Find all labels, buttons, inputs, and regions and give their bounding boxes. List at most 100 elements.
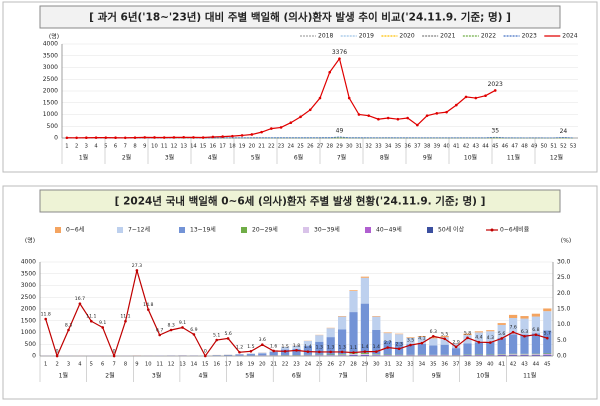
x-tick-label: 35	[395, 144, 402, 150]
chart-title: [ 과거 6년('18~'23년) 대비 주별 백일해 (의사)환자 발생 추이…	[89, 11, 511, 24]
y-axis-label: (명)	[49, 33, 59, 41]
bar-segment	[338, 355, 346, 356]
bar-segment	[349, 355, 357, 356]
bar-segment	[520, 355, 528, 356]
y-tick-label: 2000	[21, 306, 36, 313]
data-label: 1.6	[270, 343, 277, 349]
point	[348, 97, 351, 100]
point	[484, 94, 487, 97]
data-label: 3.5	[407, 338, 414, 344]
y-tick-label: 3000	[21, 282, 36, 289]
month-label: 2월	[122, 154, 131, 162]
x-tick-label: 22	[268, 144, 275, 150]
point	[270, 127, 273, 130]
x-tick-label: 36	[441, 362, 448, 368]
bar-segment	[258, 353, 266, 354]
bar-segment	[224, 355, 232, 356]
bar-segment	[372, 317, 380, 330]
data-label: 1.8	[293, 343, 300, 349]
x-tick-label: 6	[114, 144, 117, 150]
x-tick-label: 26	[307, 144, 314, 150]
data-label: 1.3	[338, 344, 345, 350]
data-label: 1.5	[247, 344, 254, 350]
legend-swatch	[303, 227, 309, 233]
legend-label: 2020	[399, 33, 414, 40]
x-tick-label: 17	[225, 362, 232, 368]
month-label: 11월	[523, 372, 536, 380]
x-tick-label: 43	[472, 144, 479, 150]
data-label: 35	[491, 128, 499, 135]
data-label: 1.5	[281, 344, 288, 350]
bar-segment	[543, 355, 551, 356]
bar-segment	[372, 355, 380, 356]
data-label: 16.7	[75, 296, 85, 302]
bar-segment	[361, 277, 369, 278]
x-tick-label: 11	[161, 144, 168, 150]
x-tick-label: 30	[373, 362, 380, 368]
x-tick-label: 38	[424, 144, 431, 150]
data-label: 5.1	[213, 333, 220, 339]
y2-tick-label: 30.0	[557, 259, 571, 266]
y-tick-label: 500	[47, 123, 59, 130]
legend-label: 20~29세	[252, 226, 278, 234]
x-tick-label: 33	[375, 144, 382, 150]
y-tick-label: 4000	[21, 259, 36, 266]
bar-segment	[543, 311, 551, 330]
bar-segment	[543, 354, 551, 355]
point	[238, 351, 241, 354]
bar-segment	[327, 328, 335, 337]
bar-segment	[532, 355, 540, 356]
point	[319, 97, 322, 100]
bar-segment	[270, 352, 278, 355]
bar-segment	[338, 329, 346, 354]
y-tick-label: 3500	[43, 52, 58, 59]
data-label: 6.3	[521, 329, 528, 335]
x-tick-label: 32	[365, 144, 372, 150]
y-tick-label: 2500	[43, 76, 58, 83]
bar-segment	[509, 315, 517, 318]
y-tick-label: 3500	[21, 270, 36, 277]
month-label: 10월	[464, 154, 477, 162]
legend-swatch	[117, 227, 123, 233]
bar-segment	[509, 334, 517, 353]
point	[445, 111, 448, 114]
point	[204, 355, 207, 358]
point	[523, 335, 526, 338]
data-label: 1.4	[373, 344, 380, 350]
bar-segment	[349, 290, 357, 291]
y-tick-label: 1000	[21, 329, 36, 336]
bar-segment	[429, 338, 437, 345]
point	[251, 133, 254, 136]
point	[75, 137, 78, 140]
x-tick-label: 19	[248, 362, 255, 368]
y-tick-label: 1000	[43, 111, 58, 118]
point	[260, 131, 263, 134]
data-label: 4.3	[487, 335, 494, 341]
x-tick-label: 17	[219, 144, 226, 150]
bar-segment	[395, 334, 403, 335]
x-tick-label: 45	[544, 362, 551, 368]
point	[466, 337, 469, 340]
point	[182, 136, 185, 139]
x-tick-label: 26	[327, 362, 334, 368]
bar-segment	[384, 333, 392, 341]
x-tick-label: 2	[75, 144, 78, 150]
data-label: 2.3	[395, 341, 402, 347]
point	[85, 136, 88, 139]
point	[474, 97, 477, 100]
x-tick-label: 52	[560, 144, 567, 150]
point	[250, 350, 253, 353]
point	[261, 343, 264, 346]
y-tick-label: 2500	[21, 294, 36, 301]
data-label: 5.8	[464, 330, 471, 336]
data-label: 6.3	[430, 329, 437, 335]
y2-tick-label: 0.0	[557, 353, 567, 360]
point	[90, 320, 93, 323]
x-tick-label: 7	[112, 362, 115, 368]
point	[158, 334, 161, 337]
point	[79, 302, 82, 305]
x-tick-label: 53	[570, 144, 577, 150]
point	[341, 351, 344, 354]
y-tick-label: 1500	[43, 99, 58, 106]
bar-segment	[532, 354, 540, 355]
